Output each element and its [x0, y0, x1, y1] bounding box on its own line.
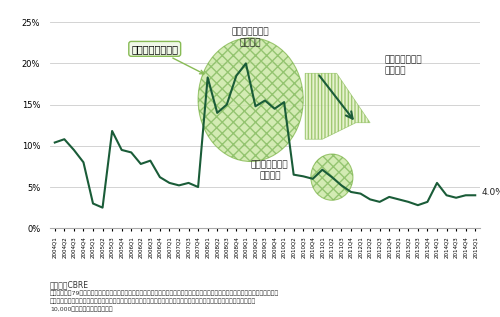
Text: （出典）CBRE: （出典）CBRE [50, 281, 89, 289]
Text: 、複数テナント利用を前提として企画・設計されており、現時点で複数テナントと不動産賃貸契約を結結している延床面積: 、複数テナント利用を前提として企画・設計されており、現時点で複数テナントと不動産… [50, 299, 256, 304]
Text: 震災特需による
大幅改善: 震災特需による 大幅改善 [251, 161, 288, 181]
Ellipse shape [311, 154, 353, 200]
Text: 4.0%: 4.0% [482, 188, 500, 197]
Text: 大量供給による
需給緩和: 大量供給による 需給緩和 [232, 27, 270, 47]
Polygon shape [305, 73, 370, 139]
Text: 供給抑制による
需給改善: 供給抑制による 需給改善 [384, 55, 422, 75]
Text: ・調査樿数：79潯　・空室率調査方法：ヒアリングによる　・対象地域：埼玉県、千葉県、東京都、神奈川県　・対象施設：開発当初: ・調査樿数：79潯 ・空室率調査方法：ヒアリングによる ・対象地域：埼玉県、千葉… [50, 290, 279, 296]
Text: 10,000嵪以上の建物であること: 10,000嵪以上の建物であること [50, 307, 112, 313]
Ellipse shape [198, 38, 303, 161]
Text: リーマンショック: リーマンショック [131, 44, 204, 74]
